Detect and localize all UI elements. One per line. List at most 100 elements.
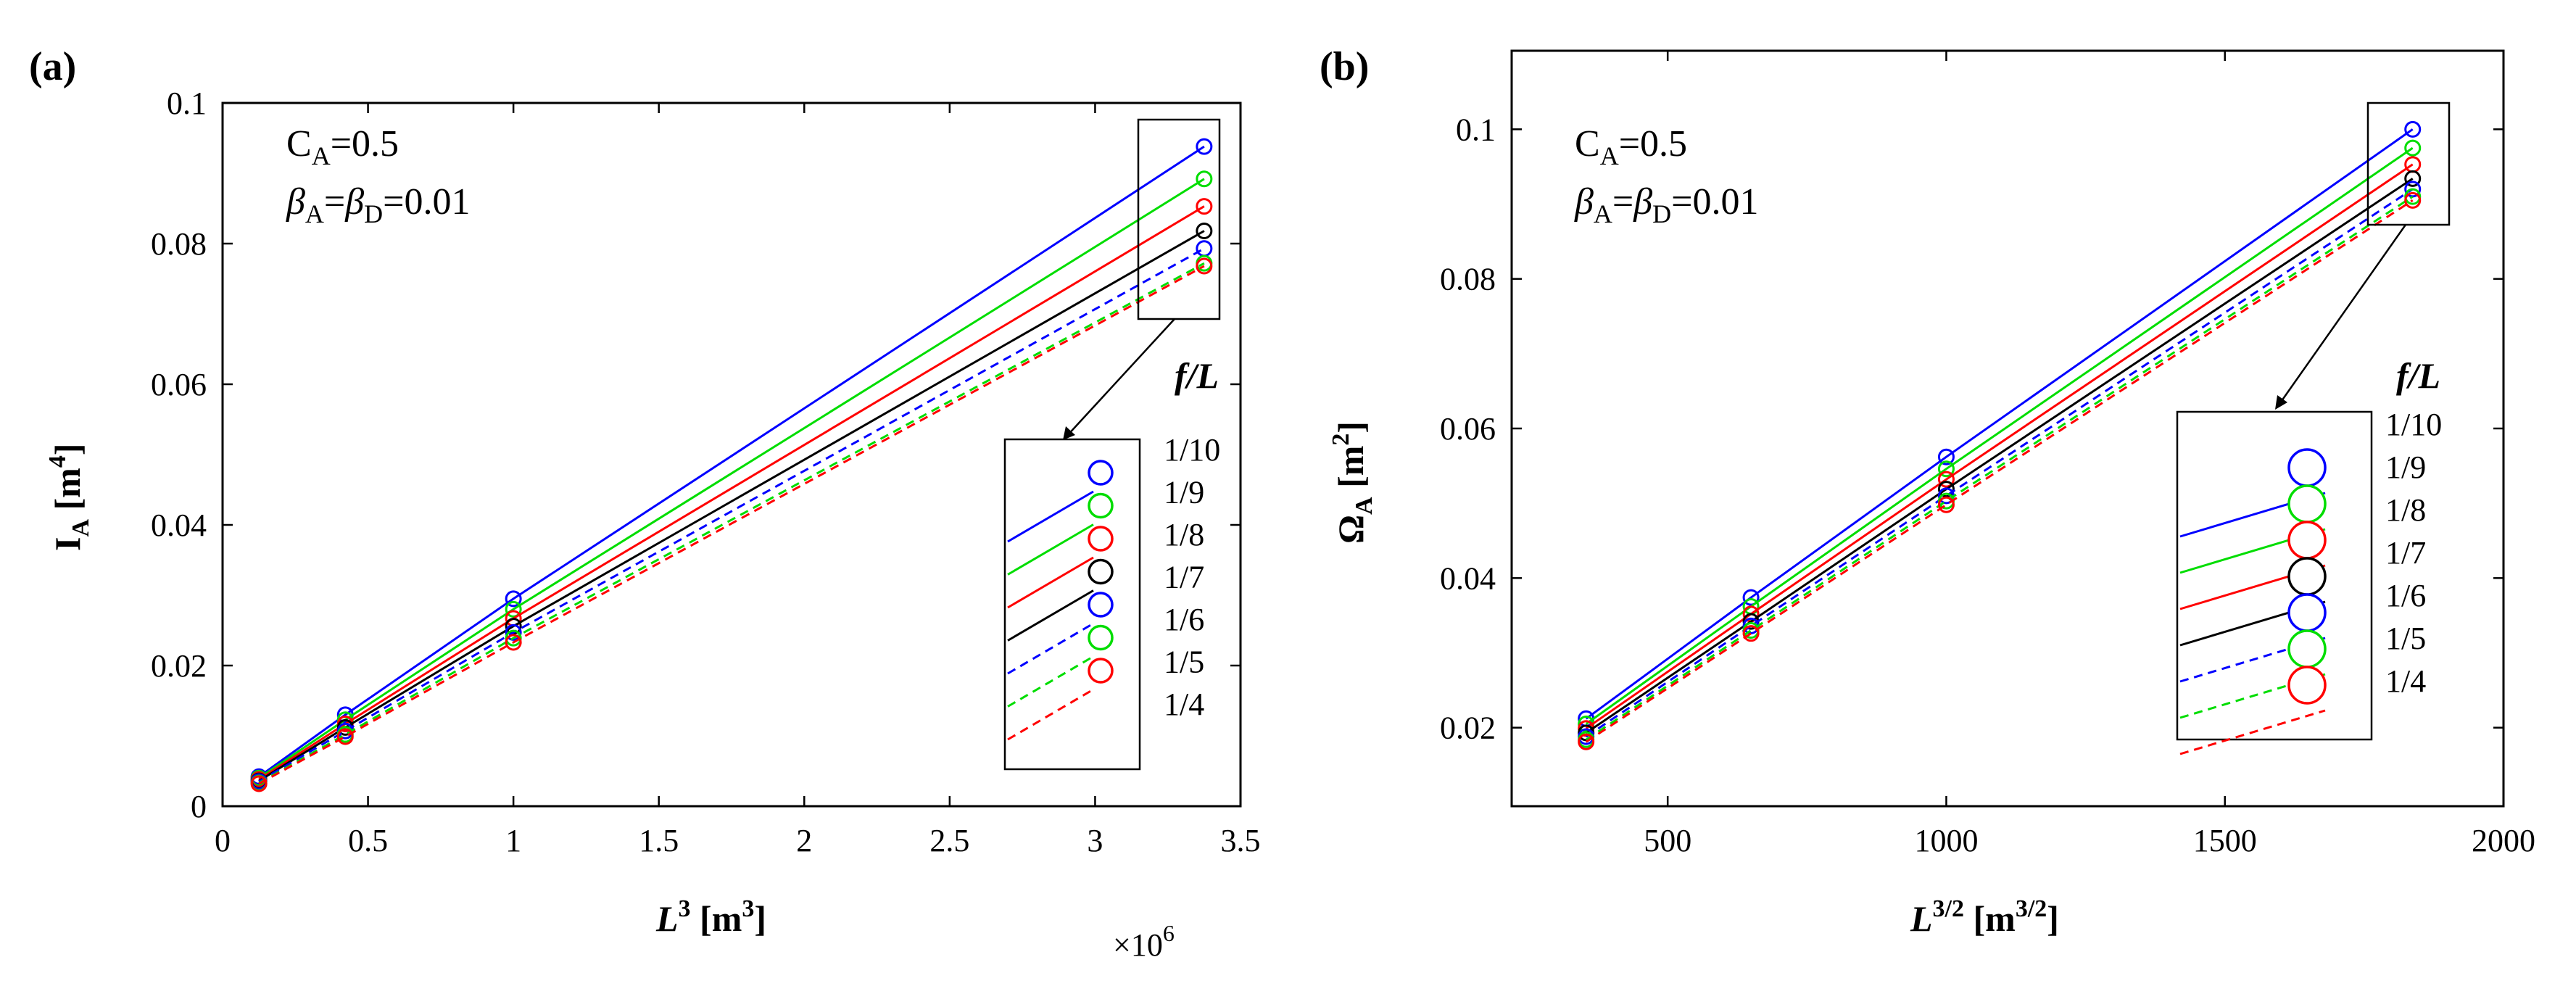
y-tick-label: 0.08 (151, 226, 207, 262)
series-line-1-7 (258, 230, 1205, 782)
series-line-1-6 (1585, 188, 2414, 738)
data-point-1-8 (1196, 198, 1213, 215)
legend-marker-1-5 (2287, 629, 2327, 668)
data-point-1-9 (505, 600, 522, 618)
legend-title-b: f/L (2396, 355, 2440, 396)
data-point-1-6 (2404, 181, 2422, 198)
y-tick-label: 0.04 (151, 508, 207, 543)
data-point-1-10 (1196, 138, 1213, 155)
data-point-1-6 (505, 624, 522, 641)
legend-label-1-5: 1/5 (2385, 621, 2426, 656)
legend-label-1-7: 1/7 (1164, 560, 1204, 595)
legend-label-1-10: 1/10 (2385, 407, 2442, 442)
x-tick-label: 2000 (2472, 823, 2535, 858)
annotation-ca-a: CA=0.5 (286, 123, 399, 170)
data-point-1-7 (2404, 170, 2422, 187)
legend-box-a (1003, 438, 1141, 771)
legend-label-1-10: 1/10 (1164, 432, 1220, 468)
legend-marker-1-7 (2287, 557, 2327, 596)
y-axis-label-b: ΩA [m2] (1328, 421, 1378, 544)
legend-marker-1-9 (2287, 484, 2327, 523)
x-tick-label: 500 (1644, 823, 1691, 858)
data-point-1-9 (1937, 460, 1955, 478)
series-line-1-7 (1585, 178, 2414, 734)
series-line-1-9 (1585, 146, 2414, 725)
plot-frame-a (221, 102, 1242, 808)
x-tick-label: 3.5 (1221, 823, 1261, 858)
legend-label-1-7: 1/7 (2385, 535, 2426, 571)
legend-marker-1-5 (1088, 624, 1114, 651)
legend-marker-1-10 (1088, 460, 1114, 486)
legend-marker-1-10 (2287, 448, 2327, 487)
annotation-beta-b: βA=βD=0.01 (1574, 181, 1758, 228)
series-group-b (1578, 120, 2422, 750)
zoom-box-b (2366, 102, 2451, 226)
data-point-1-4 (1937, 496, 1955, 513)
zoom-arrowhead-b (2275, 395, 2287, 410)
legend-marker-1-4 (2287, 666, 2327, 705)
data-point-1-4 (250, 775, 268, 792)
zoom-arrowhead-a (1063, 426, 1075, 440)
y-tick-label: 0.02 (1440, 710, 1496, 746)
legend-label-1-6: 1/6 (2385, 578, 2426, 613)
data-point-1-4 (2404, 191, 2422, 209)
data-point-1-6 (1196, 240, 1213, 257)
legend-label-1-4: 1/4 (2385, 663, 2426, 699)
legend-label-1-8: 1/8 (1164, 517, 1204, 552)
legend-marker-1-8 (1088, 526, 1114, 552)
data-point-1-9 (2404, 139, 2422, 157)
legend-line-1-4 (1007, 688, 1094, 741)
zoom-arrow-b (2277, 224, 2407, 407)
legend-line-1-5 (2179, 673, 2326, 719)
x-axis-label-a: L3 [m3] (655, 895, 766, 939)
legend-title-a: f/L (1175, 355, 1219, 396)
x-tick-label: 1.5 (639, 823, 679, 858)
data-point-1-4 (1196, 257, 1213, 275)
legend-label-1-9: 1/9 (2385, 450, 2426, 485)
legend-line-1-8 (1007, 556, 1094, 609)
y-tick-label: 0 (191, 789, 207, 824)
legend-marker-1-6 (1088, 592, 1114, 618)
panel-label-b: (b) (1320, 44, 1369, 89)
legend-entries-b: 1/10 1/9 1/8 1/7 1/6 1/5 1/4 (2179, 407, 2442, 755)
x-multiplier-a: ×106 (1113, 920, 1175, 963)
y-tick-label: 0.1 (1456, 112, 1496, 147)
data-point-1-5 (505, 629, 522, 647)
x-tick-label: 1500 (2193, 823, 2257, 858)
data-point-1-10 (2404, 120, 2422, 138)
legend-line-1-9 (1007, 523, 1094, 576)
data-point-1-7 (1937, 481, 1955, 498)
x-tick-label: 3 (1087, 823, 1103, 858)
legend-line-1-6 (1007, 622, 1094, 675)
x-tick-label: 1 (505, 823, 521, 858)
legend-line-1-5 (1007, 655, 1094, 708)
series-line-1-8 (1585, 163, 2414, 729)
data-point-1-4 (336, 728, 354, 745)
data-point-1-7 (1196, 223, 1213, 240)
data-point-1-9 (1196, 170, 1213, 188)
panel-b: (b) 500 1000 1500 2000 0.02 0.04 0.06 0.08 0.1 C… (1320, 44, 2535, 939)
panel-label-a: (a) (29, 44, 76, 89)
legend-box-b (2176, 410, 2373, 741)
series-line-1-10 (1585, 128, 2414, 720)
legend-marker-1-9 (1088, 492, 1114, 519)
data-point-1-10 (505, 590, 522, 608)
series-group-a (250, 138, 1213, 792)
series-line-1-5 (258, 262, 1205, 784)
legend-line-1-10 (1007, 490, 1094, 543)
legend-label-1-8: 1/8 (2385, 492, 2426, 528)
series-line-1-8 (258, 205, 1205, 781)
legend-entries-a: 1/10 1/9 1/8 1/7 1/6 1/5 1/4 (1007, 432, 1220, 741)
y-tick-label: 0.02 (151, 648, 207, 684)
y-tick-label: 0.08 (1440, 262, 1496, 297)
data-point-1-4 (1578, 733, 1595, 750)
legend-marker-1-8 (2287, 521, 2327, 560)
legend-marker-1-4 (1088, 658, 1114, 684)
legend-label-1-9: 1/9 (1164, 475, 1204, 510)
x-tick-label: 0 (215, 823, 231, 858)
legend-line-1-6 (2179, 637, 2326, 683)
series-line-1-4 (258, 265, 1205, 785)
x-tick-label: 1000 (1914, 823, 1978, 858)
data-point-1-10 (1742, 589, 1760, 606)
